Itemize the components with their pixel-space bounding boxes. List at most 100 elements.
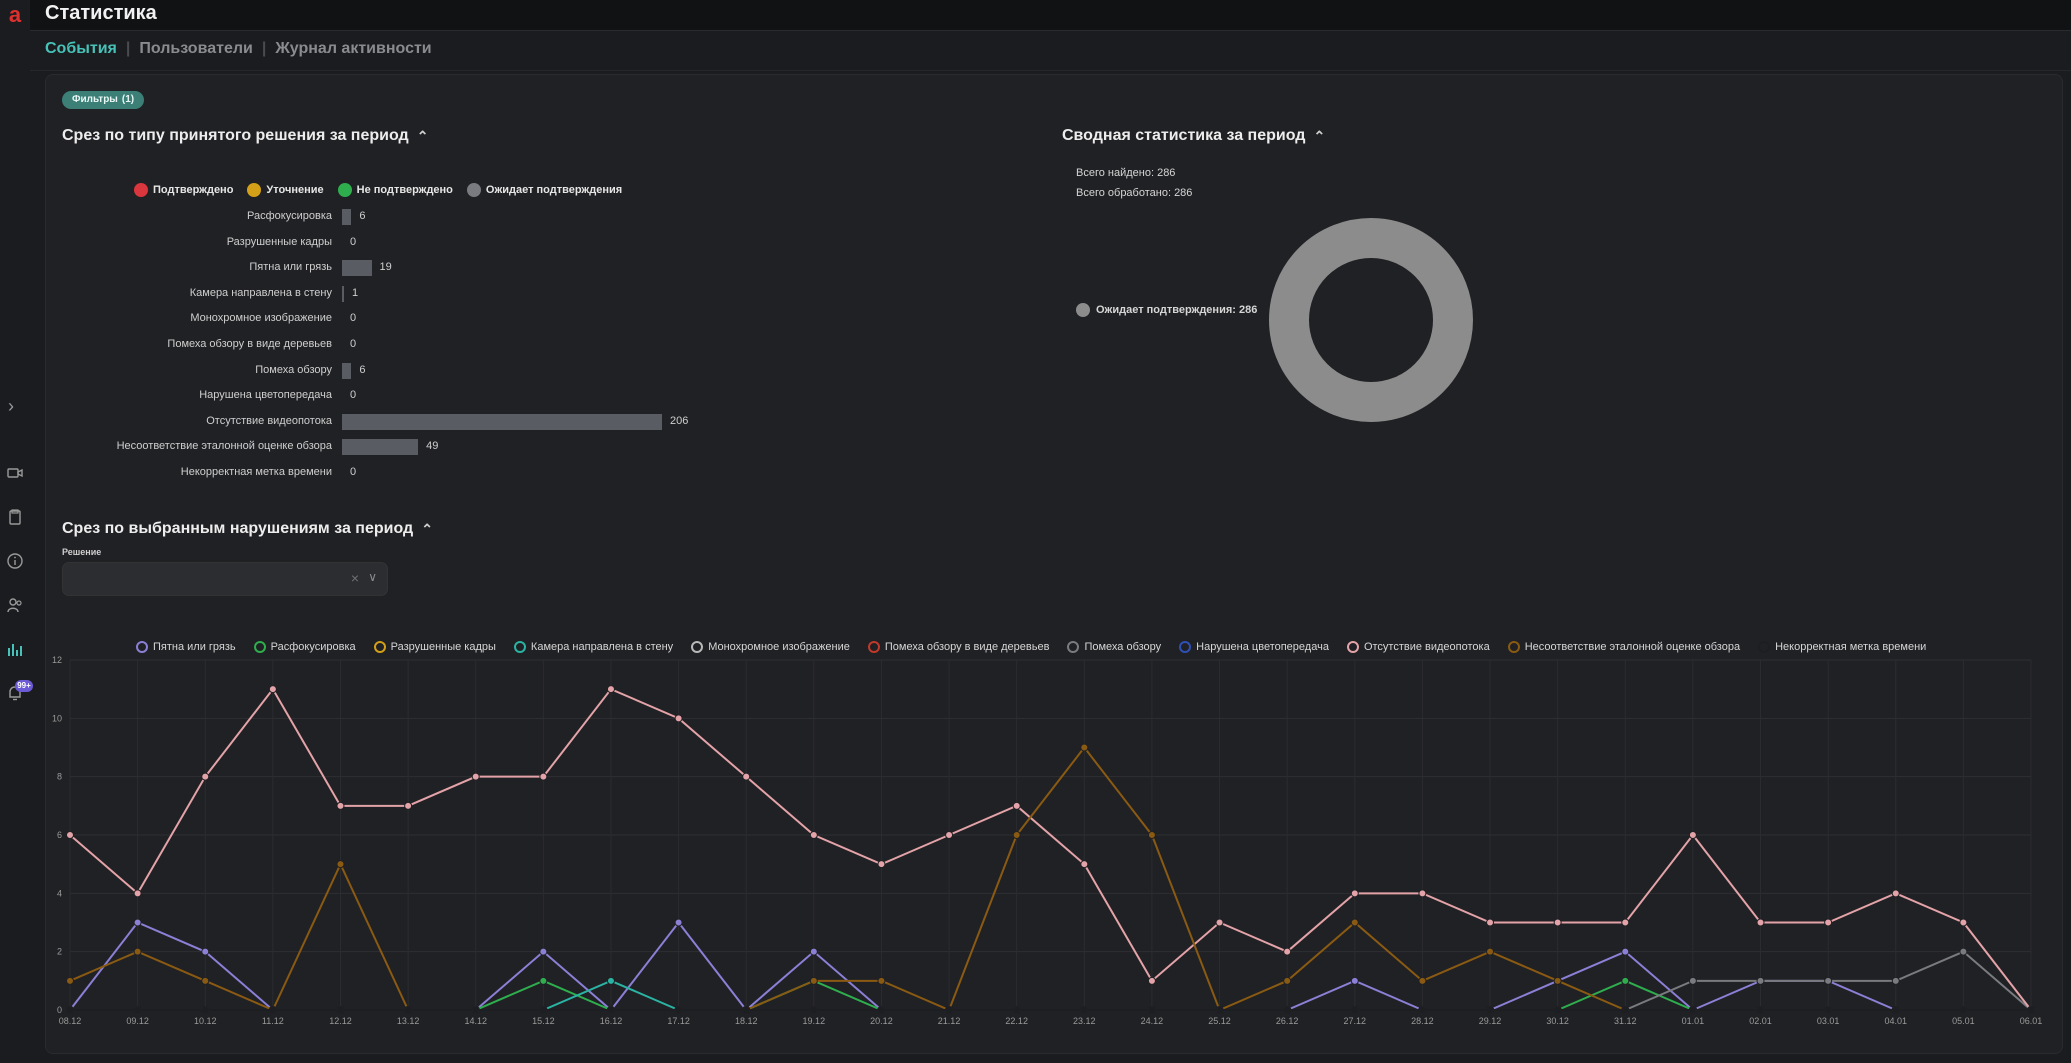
data-point[interactable]: [1621, 1006, 1630, 1014]
data-point[interactable]: [606, 1006, 615, 1014]
data-point[interactable]: [809, 1006, 818, 1014]
camera-icon[interactable]: [6, 464, 24, 482]
data-point[interactable]: [1080, 860, 1089, 869]
bar-row[interactable]: Камера направлена в стену 1: [46, 284, 746, 304]
data-point[interactable]: [1147, 1006, 1156, 1014]
legend-item[interactable]: Камера направлена в стену: [513, 641, 673, 653]
bar-row[interactable]: Отсутствие видеопотока 206: [46, 412, 746, 432]
data-point[interactable]: [877, 860, 886, 869]
data-point[interactable]: [539, 772, 548, 781]
data-point[interactable]: [1350, 976, 1359, 985]
donut-legend[interactable]: Ожидает подтверждения: 286: [1076, 303, 1257, 317]
tab-activity-log[interactable]: Журнал активности: [275, 40, 432, 57]
legend-item-clarification[interactable]: Уточнение: [247, 183, 324, 197]
data-point[interactable]: [539, 976, 548, 985]
bar-row[interactable]: Пятна или грязь 19: [46, 258, 746, 278]
bar-row[interactable]: Нарушена цветопередача 0: [46, 386, 746, 406]
data-point[interactable]: [336, 1006, 345, 1014]
bar-row[interactable]: Расфокусировка 6: [46, 207, 746, 227]
data-point[interactable]: [66, 1006, 74, 1014]
chevron-up-icon[interactable]: ⌃: [1313, 127, 1326, 144]
legend-item-confirmed[interactable]: Подтверждено: [134, 183, 233, 197]
data-point[interactable]: [1824, 976, 1833, 985]
data-point[interactable]: [1283, 976, 1292, 985]
violations-section-header[interactable]: Срез по выбранным нарушениям за период ⌃: [62, 520, 433, 538]
data-point[interactable]: [1418, 1006, 1427, 1014]
legend-item[interactable]: Помеха обзору в виде деревьев: [867, 641, 1049, 653]
data-point[interactable]: [1756, 1006, 1765, 1014]
data-point[interactable]: [1891, 976, 1900, 985]
data-point[interactable]: [1283, 1006, 1292, 1014]
legend-item[interactable]: Расфокусировка: [253, 641, 356, 653]
data-point[interactable]: [1486, 1006, 1495, 1014]
filters-button[interactable]: Фильтры (1): [62, 91, 145, 109]
data-point[interactable]: [1891, 1006, 1900, 1014]
legend-item[interactable]: Нарушена цветопередача: [1179, 641, 1329, 653]
statistics-icon[interactable]: [6, 640, 24, 658]
data-point[interactable]: [1553, 976, 1562, 985]
data-point[interactable]: [1959, 1006, 1968, 1014]
data-point[interactable]: [1959, 918, 1968, 927]
data-point[interactable]: [1756, 976, 1765, 985]
data-point[interactable]: [201, 1006, 210, 1014]
bar[interactable]: [342, 209, 352, 225]
tab-events[interactable]: События: [45, 40, 117, 57]
data-point[interactable]: [606, 685, 615, 694]
data-point[interactable]: [1215, 918, 1224, 927]
data-point[interactable]: [1553, 918, 1562, 927]
decision-section-header[interactable]: Срез по типу принятого решения за период…: [62, 127, 428, 145]
data-point[interactable]: [1012, 1006, 1021, 1014]
data-point[interactable]: [742, 1006, 751, 1014]
data-point[interactable]: [809, 976, 818, 985]
data-point[interactable]: [1688, 976, 1697, 985]
data-point[interactable]: [809, 831, 818, 839]
clear-icon[interactable]: ×: [350, 570, 359, 586]
data-point[interactable]: [1418, 976, 1427, 985]
data-point[interactable]: [1891, 889, 1900, 898]
data-point[interactable]: [1688, 1006, 1697, 1014]
data-point[interactable]: [471, 772, 480, 781]
data-point[interactable]: [1824, 918, 1833, 927]
data-point[interactable]: [1486, 918, 1495, 927]
expand-rail-icon[interactable]: ›: [8, 396, 14, 416]
data-point[interactable]: [404, 1006, 413, 1014]
legend-item-not-confirmed[interactable]: Не подтверждено: [337, 183, 453, 197]
data-point[interactable]: [606, 976, 615, 985]
users-icon[interactable]: [6, 596, 24, 614]
chevron-down-icon[interactable]: ∨: [368, 570, 377, 584]
data-point[interactable]: [268, 1006, 277, 1014]
data-point[interactable]: [1147, 976, 1156, 985]
legend-item[interactable]: Несоответствие эталонной оценке обзора: [1507, 641, 1740, 653]
data-point[interactable]: [336, 801, 345, 810]
data-point[interactable]: [1350, 1006, 1359, 1014]
data-point[interactable]: [945, 1006, 954, 1014]
data-point[interactable]: [66, 976, 74, 985]
data-point[interactable]: [1283, 947, 1292, 956]
data-point[interactable]: [336, 860, 345, 869]
legend-item[interactable]: Некорректная метка времени: [1758, 641, 1926, 653]
data-point[interactable]: [1688, 831, 1697, 839]
bar[interactable]: [342, 439, 419, 456]
data-point[interactable]: [268, 685, 277, 694]
data-point[interactable]: [2027, 1006, 2035, 1014]
data-point[interactable]: [1621, 918, 1630, 927]
bar-row[interactable]: Помеха обзору в виде деревьев 0: [46, 335, 746, 355]
data-point[interactable]: [1824, 1006, 1833, 1014]
summary-section-header[interactable]: Сводная статистика за период ⌃: [1062, 127, 1325, 145]
data-point[interactable]: [1418, 889, 1427, 898]
bar-row[interactable]: Некорректная метка времени 0: [46, 463, 746, 483]
legend-item[interactable]: Помеха обзору: [1067, 641, 1161, 653]
decision-select[interactable]: × ∨: [62, 562, 388, 596]
data-point[interactable]: [201, 976, 210, 985]
data-point[interactable]: [1147, 831, 1156, 839]
bar-row[interactable]: Помеха обзору 6: [46, 361, 746, 381]
info-icon[interactable]: [6, 552, 24, 570]
bar-row[interactable]: Монохромное изображение 0: [46, 309, 746, 329]
data-point[interactable]: [1621, 976, 1630, 985]
app-logo[interactable]: a: [8, 2, 22, 27]
data-point[interactable]: [1012, 801, 1021, 810]
bar[interactable]: [342, 413, 662, 430]
legend-item[interactable]: Пятна или грязь: [136, 641, 236, 653]
data-point[interactable]: [201, 947, 210, 956]
data-point[interactable]: [1350, 918, 1359, 927]
